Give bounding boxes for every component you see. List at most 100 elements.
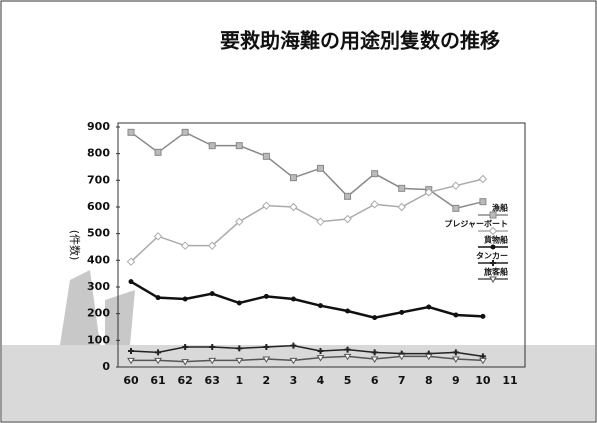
point: [181, 128, 189, 136]
x-tick-label: 11: [502, 374, 517, 387]
point: [128, 348, 134, 354]
x-tick-label: 6: [371, 374, 379, 387]
point: [344, 346, 351, 353]
point: [452, 204, 460, 212]
point: [426, 304, 432, 310]
series-line: [130, 344, 484, 358]
point: [262, 201, 271, 210]
point: [208, 241, 217, 250]
point: [452, 349, 459, 356]
point: [480, 313, 486, 319]
point: [236, 300, 242, 306]
point: [180, 241, 190, 250]
point: [289, 357, 298, 365]
point: [155, 349, 162, 356]
point: [451, 181, 461, 190]
point: [289, 174, 297, 182]
y-tick-label: 900: [87, 120, 110, 133]
point: [424, 188, 433, 197]
x-tick-label: 62: [177, 374, 192, 387]
y-tick-label: 100: [87, 333, 110, 346]
point: [263, 344, 270, 350]
x-tick-label: 3: [290, 374, 298, 387]
y-tick-label: 700: [87, 173, 110, 186]
point: [263, 293, 269, 299]
legend-marker: [490, 244, 496, 250]
point: [317, 348, 324, 354]
point: [397, 353, 406, 361]
point: [153, 232, 163, 241]
point: [316, 355, 325, 362]
point: [399, 309, 405, 315]
x-tick-label: 4: [317, 374, 325, 387]
x-tick-label: 10: [475, 374, 491, 387]
x-tick-label: 7: [398, 374, 406, 387]
point: [209, 344, 216, 350]
x-tick-label: 5: [344, 374, 352, 387]
point: [235, 357, 244, 365]
point: [344, 192, 352, 200]
point: [453, 312, 459, 318]
point: [371, 349, 378, 356]
point: [127, 128, 135, 136]
point: [343, 214, 352, 224]
y-tick-label: 800: [87, 147, 110, 160]
point: [155, 295, 161, 301]
legend-label: 貨物船: [484, 235, 508, 245]
point: [478, 174, 488, 184]
legend-marker: [488, 226, 498, 236]
point: [154, 148, 162, 156]
point: [424, 353, 433, 361]
point: [235, 142, 243, 150]
chart-title: 要救助海難の用途別隻数の推移: [220, 29, 500, 53]
point: [262, 356, 271, 363]
point: [181, 359, 190, 366]
y-tick-label: 0: [102, 360, 110, 373]
point: [397, 202, 406, 212]
x-tick-label: 1: [235, 374, 243, 387]
point: [208, 357, 217, 365]
legend-label: 旅客船: [484, 267, 508, 277]
point: [262, 152, 270, 160]
point: [451, 356, 460, 363]
legend-marker: [489, 211, 497, 219]
point: [317, 164, 324, 172]
point: [371, 170, 379, 178]
series-line: [131, 355, 483, 363]
y-tick-label: 600: [87, 200, 110, 213]
legend-marker: [490, 260, 496, 266]
point: [209, 291, 215, 297]
point: [289, 202, 298, 212]
sailboat: [60, 270, 135, 345]
y-tick-label: 300: [87, 280, 110, 293]
point: [154, 357, 162, 365]
point: [236, 345, 243, 352]
point: [128, 279, 134, 285]
y-tick-label: 400: [87, 253, 110, 266]
point: [370, 356, 379, 363]
y-axis-label: (件数): [68, 230, 81, 261]
point: [126, 257, 136, 266]
point: [372, 315, 378, 321]
y-tick-label: 200: [87, 307, 110, 320]
point: [182, 296, 188, 302]
point: [127, 357, 135, 365]
background-band: [2, 345, 595, 421]
point: [345, 308, 351, 314]
x-tick-label: 61: [150, 374, 165, 387]
point: [182, 344, 189, 350]
x-tick-label: 8: [425, 374, 433, 387]
series-line: [130, 178, 484, 263]
point: [479, 198, 487, 206]
legend-label: 漁船: [492, 203, 508, 213]
point: [343, 353, 352, 361]
point: [398, 184, 406, 192]
plot-area: [117, 122, 526, 368]
x-tick-label: 9: [452, 374, 460, 387]
point: [290, 342, 297, 349]
point: [370, 200, 379, 209]
legend-label: プレジャーボート: [444, 219, 508, 229]
point: [316, 217, 325, 226]
legend-label: タンカー: [476, 251, 508, 261]
